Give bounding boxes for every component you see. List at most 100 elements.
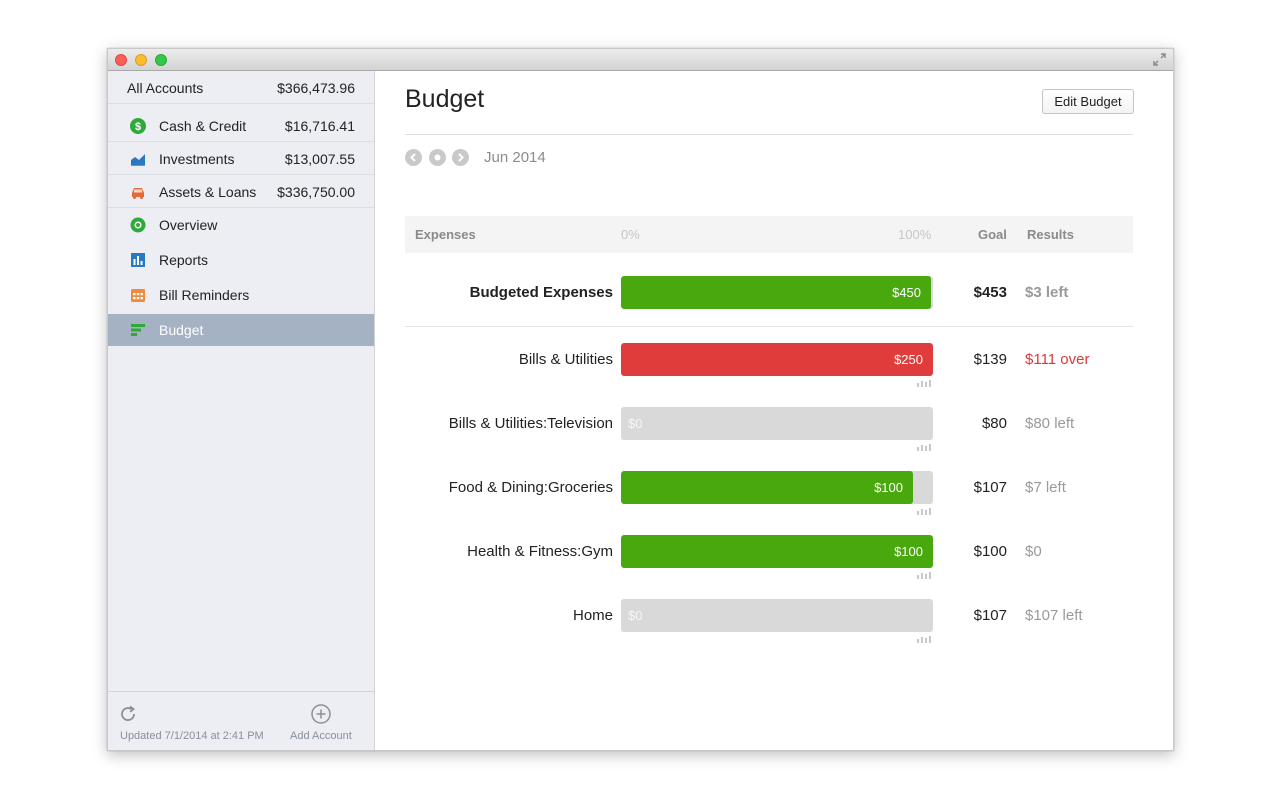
budget-row[interactable]: Bills & Utilities:Television $0 $80 $80 … — [405, 407, 1133, 457]
result-amount: $111 over — [1025, 351, 1090, 368]
account-balance: $336,750.00 — [277, 184, 355, 200]
spent-amount: $250 — [894, 352, 923, 367]
result-amount: $7 left — [1025, 479, 1066, 496]
lifebuoy-icon — [130, 217, 146, 233]
progress-bar-fill: $250 — [621, 343, 933, 376]
sidebar-item-label: Cash & Credit — [159, 118, 247, 134]
previous-period-button[interactable] — [405, 149, 422, 166]
minimize-window-button[interactable] — [135, 54, 147, 66]
divider — [405, 326, 1133, 327]
goal-amount: $107 — [973, 479, 1007, 496]
divider — [405, 134, 1133, 135]
progress-bar-fill: $100 — [621, 471, 913, 504]
dot-icon — [434, 154, 441, 161]
spent-amount: $450 — [892, 285, 921, 300]
category-name: Home — [572, 607, 613, 624]
budget-row[interactable]: Health & Fitness:Gym $100 $100 $0 — [405, 535, 1133, 585]
progress-bar-fill: $100 — [621, 535, 933, 568]
last-updated-text: Updated 7/1/2014 at 2:41 PM — [120, 730, 264, 742]
add-account-button[interactable]: Add Account — [290, 730, 352, 742]
goal-amount: $453 — [973, 284, 1007, 301]
goal-amount: $107 — [973, 607, 1007, 624]
result-amount: $3 left — [1025, 284, 1069, 301]
progress-bar: $100 — [621, 471, 933, 504]
car-icon — [132, 188, 144, 199]
main-content: Budget Edit Budget Jun 2014 Expenses 0% … — [375, 71, 1173, 750]
progress-bar: $0 — [621, 599, 933, 632]
sidebar-item-label: Reports — [159, 252, 209, 268]
sidebar-item-investments[interactable]: Investments $13,007.55 — [108, 142, 374, 175]
sidebar-item-budget[interactable]: Budget — [108, 314, 374, 346]
dollar-circle-icon: $ — [130, 118, 146, 134]
column-header-goal: Goal — [978, 227, 1007, 242]
history-chart-icon[interactable] — [917, 635, 931, 643]
svg-text:$: $ — [135, 121, 141, 133]
sidebar-item-label: Assets & Loans — [159, 184, 257, 200]
category-name: Food & Dining:Groceries — [448, 479, 613, 496]
goal-amount: $100 — [973, 543, 1007, 560]
spent-amount: $100 — [894, 544, 923, 559]
sidebar-item-label: Investments — [159, 151, 235, 167]
period-label: Jun 2014 — [484, 149, 546, 166]
chevron-right-icon — [458, 153, 464, 162]
budget-icon — [131, 324, 145, 336]
sidebar-item-label: Budget — [159, 322, 204, 338]
column-header-hundred-percent: 100% — [898, 227, 932, 242]
progress-bar: $450 — [621, 276, 933, 309]
budget-total-row[interactable]: Budgeted Expenses $450 $453 $3 left — [405, 276, 1133, 326]
chevron-left-icon — [410, 153, 416, 162]
column-header-zero-percent: 0% — [621, 227, 640, 242]
progress-bar: $250 — [621, 343, 933, 376]
progress-bar-fill: $0 — [621, 599, 933, 632]
result-amount: $107 left — [1025, 607, 1083, 624]
column-header-expenses: Expenses — [415, 227, 476, 242]
bar-chart-icon — [131, 253, 145, 267]
table-header: Expenses 0% 100% Goal Results — [405, 216, 1133, 253]
history-chart-icon[interactable] — [917, 507, 931, 515]
history-chart-icon[interactable] — [917, 443, 931, 451]
current-period-button[interactable] — [429, 149, 446, 166]
zoom-window-button[interactable] — [155, 54, 167, 66]
goal-amount: $139 — [973, 351, 1007, 368]
budget-row[interactable]: Bills & Utilities $250 $139 $111 over — [405, 343, 1133, 393]
sidebar-item-label: Bill Reminders — [159, 287, 250, 303]
sidebar-item-reports[interactable]: Reports — [108, 244, 374, 276]
sidebar-item-label: Overview — [159, 217, 218, 233]
account-balance: $366,473.96 — [277, 80, 355, 96]
calendar-icon — [131, 289, 145, 302]
refresh-icon[interactable] — [118, 704, 138, 724]
progress-bar: $0 — [621, 407, 933, 440]
result-amount: $0 — [1025, 543, 1042, 560]
sidebar-item-cash-credit[interactable]: $ Cash & Credit $16,716.41 — [108, 109, 374, 142]
column-header-results: Results — [1027, 227, 1074, 242]
history-chart-icon[interactable] — [917, 379, 931, 387]
category-name: Bills & Utilities — [518, 351, 613, 368]
account-balance: $13,007.55 — [284, 151, 355, 167]
account-balance: $16,716.41 — [284, 118, 355, 134]
app-window: All Accounts $366,473.96 $ Cash & Credit… — [107, 48, 1174, 751]
progress-bar-fill: $450 — [621, 276, 931, 309]
history-chart-icon[interactable] — [917, 571, 931, 579]
spent-amount: $0 — [628, 608, 643, 623]
close-window-button[interactable] — [115, 54, 127, 66]
fullscreen-icon[interactable] — [1152, 52, 1167, 67]
result-amount: $80 left — [1025, 415, 1075, 432]
spent-amount: $0 — [628, 416, 643, 431]
chart-icon — [131, 154, 145, 166]
budget-row[interactable]: Food & Dining:Groceries $100 $107 $7 lef… — [405, 471, 1133, 521]
sidebar-item-label: All Accounts — [127, 80, 204, 96]
sidebar-item-assets-loans[interactable]: Assets & Loans $336,750.00 — [108, 175, 374, 208]
budget-row[interactable]: Home $0 $107 $107 left — [405, 599, 1133, 649]
sidebar-item-all-accounts[interactable]: All Accounts $366,473.96 — [108, 71, 374, 104]
sidebar-item-bill-reminders[interactable]: Bill Reminders — [108, 279, 374, 311]
sidebar-item-overview[interactable]: Overview — [108, 209, 374, 241]
progress-bar-fill: $0 — [621, 407, 933, 440]
edit-budget-button[interactable]: Edit Budget — [1042, 89, 1134, 114]
category-name: Bills & Utilities:Television — [448, 415, 613, 432]
sidebar: All Accounts $366,473.96 $ Cash & Credit… — [108, 71, 375, 750]
category-name: Budgeted Expenses — [469, 284, 613, 301]
sidebar-footer: Updated 7/1/2014 at 2:41 PM Add Account — [108, 691, 374, 750]
add-account-icon[interactable] — [310, 703, 332, 725]
next-period-button[interactable] — [452, 149, 469, 166]
spent-amount: $100 — [874, 480, 903, 495]
